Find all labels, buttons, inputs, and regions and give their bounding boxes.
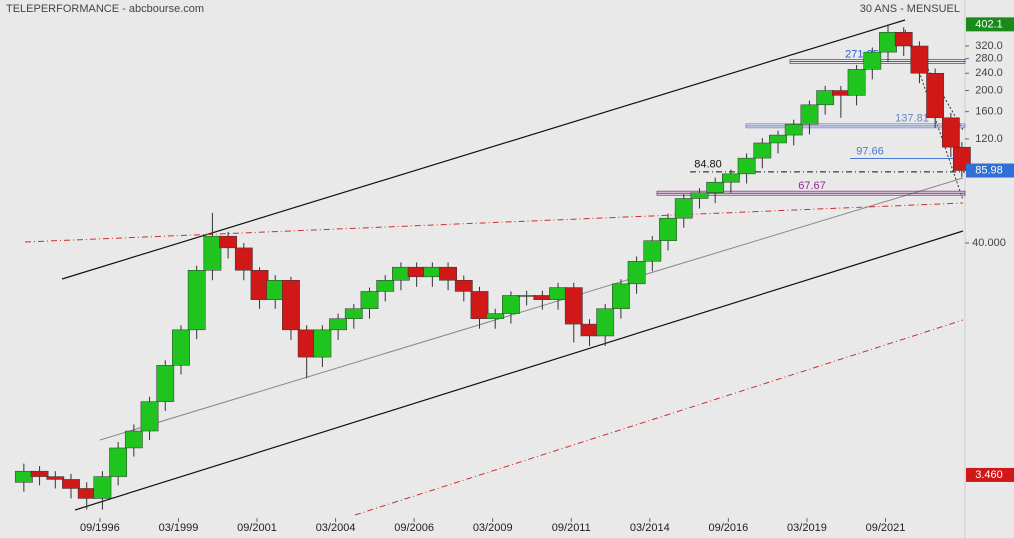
channel-upper [61, 19, 906, 280]
candle-body [109, 447, 128, 477]
x-tick-label: 09/1996 [80, 522, 120, 534]
candle-body [659, 217, 677, 241]
candle-body [140, 401, 159, 432]
level-label: 84.80 [694, 159, 722, 171]
candle-body [297, 329, 316, 358]
y-tick-label: 200.0 [975, 84, 1003, 96]
level-label: 97.66 [856, 145, 884, 157]
candle-body [926, 73, 945, 119]
y-tick-label: 280.0 [975, 53, 1003, 65]
candle-body [439, 266, 457, 281]
candle-body [203, 235, 222, 271]
candle-body [407, 266, 426, 278]
candle-body [580, 323, 599, 337]
red-line-upper [24, 202, 964, 243]
candle-body [46, 476, 65, 480]
candle-body [392, 266, 410, 281]
y-tick-label: 40.000 [972, 237, 1006, 249]
candle-body [879, 31, 897, 53]
candle-body [910, 45, 929, 74]
chart-subtitle: 30 ANS - MENSUEL [860, 3, 960, 15]
candle-body [360, 291, 379, 309]
candle-body [690, 192, 709, 199]
candle-body [722, 173, 740, 183]
candle-body [344, 308, 363, 319]
candle-body [706, 181, 725, 193]
candle-body [769, 134, 787, 144]
price-tag [966, 467, 1014, 482]
candle-body [250, 270, 269, 300]
candle-body [282, 280, 300, 331]
chart-title: TELEPERFORMANCE - abcbourse.com [6, 3, 204, 15]
candle-body [77, 488, 96, 499]
candle-body [156, 365, 175, 402]
candle-body [596, 308, 615, 337]
level-label: 67.67 [798, 180, 826, 192]
channel-lower [74, 230, 964, 511]
candle-body [124, 430, 143, 449]
candle-body [486, 313, 505, 319]
candle-body [30, 470, 49, 477]
candle-body [549, 287, 567, 300]
red-line-lower [354, 319, 964, 516]
x-tick-label: 03/2009 [473, 522, 513, 534]
candle-body [313, 329, 332, 358]
candle-body [816, 90, 835, 106]
candle-body [564, 287, 583, 325]
candle-body [674, 198, 693, 219]
candle-body [502, 295, 520, 314]
candle-body [863, 51, 882, 70]
candle-body [470, 291, 489, 319]
candle-body [800, 104, 819, 125]
candle-body [784, 124, 803, 136]
candle-body [187, 270, 206, 331]
candle-body [737, 157, 756, 175]
candle-body [831, 90, 850, 96]
price-tag [966, 17, 1014, 32]
trend-lines [24, 19, 964, 516]
candle-body [172, 329, 190, 366]
price-tag-label: 3.460 [975, 469, 1003, 481]
candle-body [376, 280, 395, 292]
x-tick-label: 03/2019 [787, 522, 827, 534]
candle-body [643, 240, 662, 262]
y-tick-label: 320.0 [975, 40, 1003, 52]
x-tick-label: 09/2011 [552, 522, 591, 534]
price-tag-label: 402.1 [975, 18, 1003, 30]
candle-body [219, 235, 238, 249]
price-tag [966, 163, 1014, 178]
candle-body [533, 295, 552, 300]
candle-body [517, 295, 536, 297]
price-tag-label: 85.98 [975, 164, 1003, 176]
y-tick-label: 240.0 [975, 67, 1003, 79]
candle-body [847, 69, 866, 96]
candle-body [93, 476, 112, 499]
y-tick-label: 160.0 [975, 106, 1003, 118]
candle-body [894, 31, 913, 47]
x-tick-label: 03/2004 [316, 522, 356, 534]
x-tick-label: 09/2016 [708, 522, 748, 534]
x-tick-label: 03/2014 [630, 522, 670, 534]
level-label: 137.81 [895, 113, 929, 125]
candle-body [266, 280, 285, 300]
candle-body [753, 142, 772, 159]
dotted-line [919, 54, 964, 131]
candle-body [62, 479, 80, 489]
candle-body [329, 318, 347, 331]
candle-body [423, 266, 442, 278]
candle-body [941, 117, 960, 148]
x-tick-label: 03/1999 [159, 522, 199, 534]
x-tick-label: 09/2021 [866, 522, 906, 534]
channel-middle [99, 177, 964, 441]
candle-body [234, 247, 253, 271]
candle-body [454, 280, 473, 292]
candle-body [627, 261, 646, 285]
candle-body [14, 470, 33, 483]
x-tick-label: 09/2006 [394, 522, 434, 534]
candle-body [612, 283, 630, 309]
y-tick-label: 120.0 [975, 133, 1003, 145]
x-tick-label: 09/2001 [237, 522, 277, 534]
